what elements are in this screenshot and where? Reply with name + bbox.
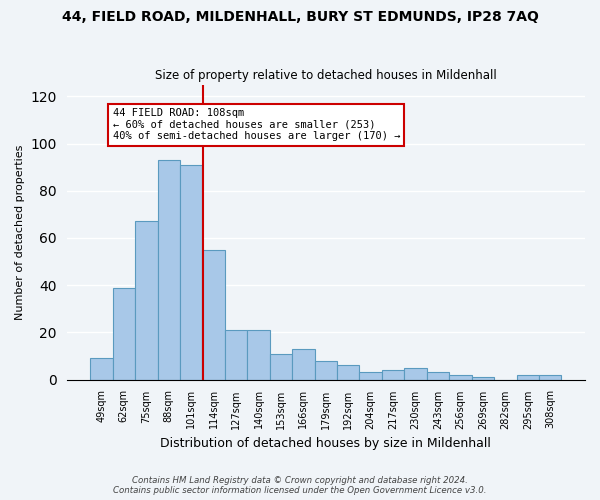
Y-axis label: Number of detached properties: Number of detached properties	[15, 144, 25, 320]
Bar	[382, 370, 404, 380]
Bar	[113, 288, 135, 380]
Bar	[292, 349, 314, 380]
Bar	[517, 375, 539, 380]
Bar	[247, 330, 270, 380]
Bar	[359, 372, 382, 380]
Bar	[427, 372, 449, 380]
Bar	[225, 330, 247, 380]
Bar	[135, 222, 158, 380]
X-axis label: Distribution of detached houses by size in Mildenhall: Distribution of detached houses by size …	[160, 437, 491, 450]
Bar	[337, 366, 359, 380]
Bar	[158, 160, 180, 380]
Text: 44 FIELD ROAD: 108sqm
← 60% of detached houses are smaller (253)
40% of semi-det: 44 FIELD ROAD: 108sqm ← 60% of detached …	[113, 108, 400, 142]
Bar	[270, 354, 292, 380]
Bar	[314, 360, 337, 380]
Bar	[180, 165, 202, 380]
Bar	[404, 368, 427, 380]
Bar	[90, 358, 113, 380]
Text: 44, FIELD ROAD, MILDENHALL, BURY ST EDMUNDS, IP28 7AQ: 44, FIELD ROAD, MILDENHALL, BURY ST EDMU…	[62, 10, 538, 24]
Title: Size of property relative to detached houses in Mildenhall: Size of property relative to detached ho…	[155, 69, 497, 82]
Text: Contains HM Land Registry data © Crown copyright and database right 2024.
Contai: Contains HM Land Registry data © Crown c…	[113, 476, 487, 495]
Bar	[202, 250, 225, 380]
Bar	[472, 377, 494, 380]
Bar	[539, 375, 562, 380]
Bar	[449, 375, 472, 380]
